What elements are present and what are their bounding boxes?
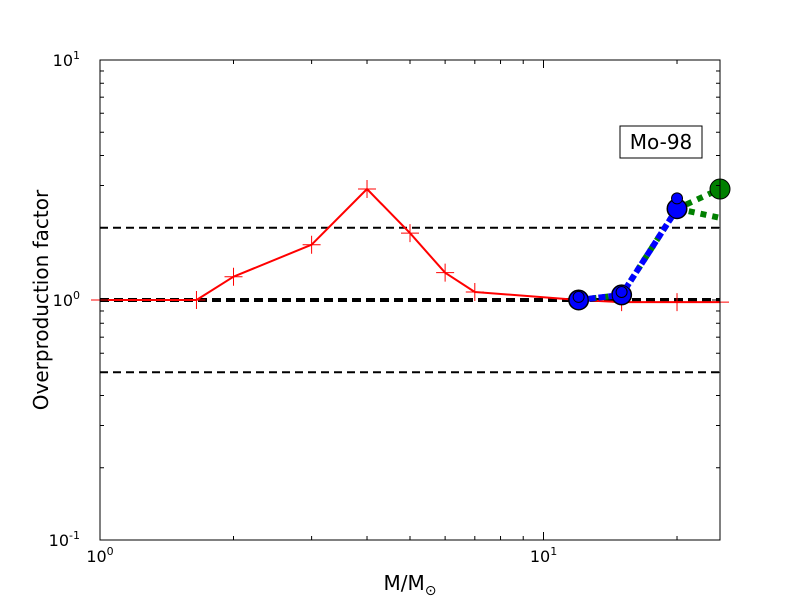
x-axis-label: M/M⊙ bbox=[384, 571, 437, 599]
x-axis-label-main: M/M bbox=[384, 571, 425, 595]
x-tick-label-0: 100 bbox=[86, 545, 113, 566]
series-1-line bbox=[578, 186, 722, 303]
y-tick-label-exp: -1 bbox=[69, 529, 80, 542]
series-0-point-1 bbox=[187, 291, 206, 309]
y-tick-label-base: 10 bbox=[53, 51, 73, 70]
series-4-point-2 bbox=[671, 192, 684, 205]
y-tick-label-0: 10-1 bbox=[49, 529, 80, 550]
series-4 bbox=[572, 192, 684, 303]
y-axis-label: Overproduction factor bbox=[29, 189, 53, 410]
series-layer bbox=[91, 178, 731, 312]
y-tick-label-2: 101 bbox=[53, 49, 80, 70]
x-tick-label-base: 10 bbox=[530, 547, 550, 566]
series-2-line bbox=[676, 205, 721, 221]
x-axis-label-sub: ⊙ bbox=[425, 583, 437, 599]
series-0-point-2 bbox=[224, 267, 243, 286]
y-tick-label-exp: 1 bbox=[73, 49, 80, 62]
series-0-point-6 bbox=[436, 263, 455, 282]
series-4-point-1 bbox=[615, 285, 628, 298]
series-4-point-0 bbox=[572, 290, 585, 303]
y-tick-label-base: 10 bbox=[53, 291, 73, 310]
y-tick-label-base: 10 bbox=[49, 531, 69, 550]
y-tick-label-exp: 0 bbox=[73, 289, 80, 302]
x-tick-label-1: 101 bbox=[530, 545, 557, 566]
annotation-box: Mo-98 bbox=[619, 125, 703, 159]
annotation-frame bbox=[619, 125, 703, 159]
series-0-point-5 bbox=[401, 224, 419, 243]
y-tick-label-1: 100 bbox=[53, 289, 80, 310]
x-tick-label-base: 10 bbox=[86, 547, 106, 566]
series-2 bbox=[676, 205, 721, 221]
series-0-line bbox=[100, 188, 720, 304]
series-0-point-7 bbox=[465, 282, 484, 301]
series-0-point-4 bbox=[358, 180, 377, 199]
series-0-point-10 bbox=[668, 293, 687, 312]
x-tick-label-exp: 0 bbox=[107, 545, 114, 558]
annotation-label: Mo-98 bbox=[630, 130, 693, 154]
x-tick-label-exp: 1 bbox=[550, 545, 557, 558]
series-0-point-3 bbox=[302, 235, 321, 254]
